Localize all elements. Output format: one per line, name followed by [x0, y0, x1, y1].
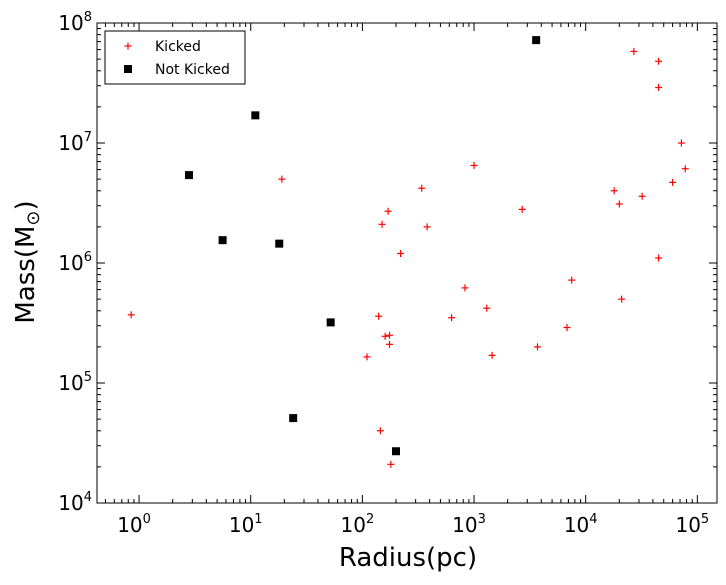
y-tick-label: 106	[58, 250, 92, 275]
kicked-point	[278, 175, 286, 183]
kicked-point	[397, 249, 405, 257]
not-kicked-point	[218, 236, 227, 245]
kicked-point	[448, 314, 456, 322]
y-tick-label: 107	[58, 130, 92, 155]
kicked-point	[655, 57, 663, 65]
not-kicked-point	[251, 111, 260, 120]
legend-marker-not-kicked	[124, 65, 132, 73]
kicked-point	[386, 331, 394, 339]
kicked-point	[488, 351, 496, 359]
x-axis-label: Radius(pc)	[339, 543, 477, 573]
kicked-point	[127, 311, 135, 319]
kicked-point	[386, 340, 394, 348]
kicked-point	[610, 187, 618, 195]
x-tick-label: 102	[341, 512, 375, 537]
kicked-point	[533, 343, 541, 351]
kicked-point	[378, 220, 386, 228]
not-kicked-point	[391, 447, 400, 456]
y-tick-label: 108	[58, 10, 92, 35]
y-tick-label: 104	[58, 490, 92, 515]
kicked-point	[381, 332, 389, 340]
not-kicked-point	[275, 239, 284, 248]
data-points	[127, 36, 689, 468]
kicked-point	[387, 460, 395, 468]
x-tick-label: 101	[229, 512, 263, 537]
kicked-point	[563, 324, 571, 332]
kicked-point	[618, 295, 626, 303]
not-kicked-point	[532, 36, 541, 45]
kicked-point	[669, 178, 677, 186]
kicked-point	[518, 205, 526, 213]
legend-square-marker	[124, 65, 132, 73]
legend-marker-kicked	[124, 42, 132, 50]
not-kicked-point	[289, 414, 298, 423]
y-axis-label-sub: ⊙	[23, 211, 44, 226]
y-axis-label-close: )	[11, 200, 41, 210]
kicked-point	[677, 139, 685, 147]
kicked-point	[363, 353, 371, 361]
kicked-point	[375, 312, 383, 320]
not-kicked-point	[326, 318, 335, 327]
x-tick-label: 104	[564, 512, 598, 537]
kicked-point	[423, 223, 431, 231]
kicked-point	[483, 304, 491, 312]
plot-area	[97, 23, 717, 503]
kicked-point	[630, 47, 638, 55]
plot-frame	[96, 22, 718, 504]
not-kicked-point	[184, 171, 193, 180]
y-tick-label: 105	[58, 370, 92, 395]
kicked-point	[615, 200, 623, 208]
legend-box	[104, 30, 246, 85]
kicked-point	[638, 192, 646, 200]
legend-label-kicked: Kicked	[155, 39, 201, 55]
kicked-point	[681, 165, 689, 173]
y-axis-label-main: Mass(M	[11, 226, 41, 324]
legend: Kicked Not Kicked	[104, 30, 246, 85]
x-tick-label: 103	[452, 512, 486, 537]
kicked-point	[461, 284, 469, 292]
kicked-point	[655, 84, 663, 92]
kicked-point	[568, 276, 576, 284]
kicked-point	[470, 161, 478, 169]
x-tick-label: 105	[675, 512, 709, 537]
x-tick-label: 100	[117, 512, 151, 537]
kicked-point	[384, 207, 392, 215]
kicked-point	[655, 254, 663, 262]
tick-labels: 100 101 102 103 104 105 104 105 106 107 108	[58, 10, 709, 537]
legend-label-not-kicked: Not Kicked	[155, 62, 230, 78]
kicked-point	[376, 427, 384, 435]
legend-plus-marker	[124, 42, 132, 50]
y-axis-label: Mass(M⊙)	[11, 200, 44, 323]
kicked-point	[418, 184, 426, 192]
